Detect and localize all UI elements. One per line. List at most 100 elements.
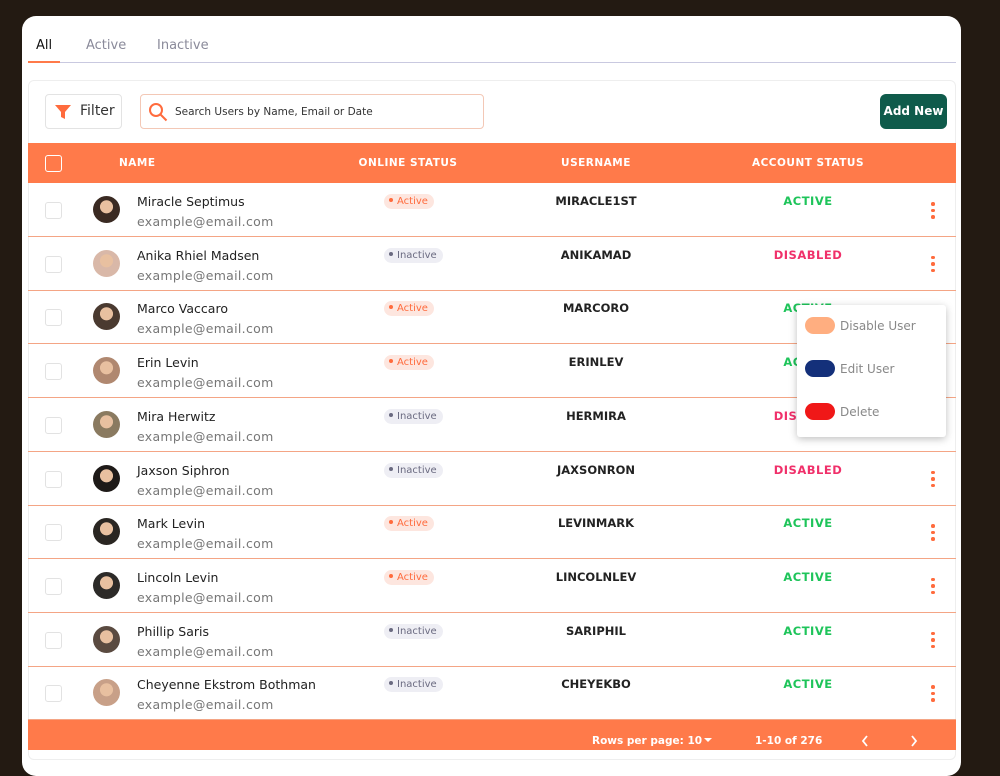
table-row: [28, 398, 956, 452]
online-status: Inactive: [384, 462, 443, 478]
online-status: Inactive: [384, 623, 443, 639]
row-actions[interactable]: [931, 524, 935, 544]
username: SARIPHIL: [566, 623, 626, 638]
dot: [931, 208, 935, 212]
dot: [931, 537, 935, 541]
row-checkbox[interactable]: [45, 255, 62, 273]
account-status: ACTIVE: [783, 569, 833, 584]
status-dot: [389, 359, 393, 364]
avatar: [93, 679, 120, 707]
row-checkbox[interactable]: [45, 309, 62, 327]
tab[interactable]: Active: [86, 38, 127, 53]
online-status: Active: [384, 355, 434, 371]
dot: [931, 584, 935, 588]
menu-item[interactable]: Disable User: [840, 319, 916, 333]
status-text: Active: [397, 303, 428, 315]
status-dot: [389, 627, 393, 632]
dot: [931, 483, 935, 487]
select-all-checkbox[interactable]: [45, 155, 62, 172]
avatar: [93, 410, 120, 438]
delete-icon: [805, 403, 835, 420]
page-range: 1-10 of 276: [755, 735, 823, 747]
user-email: example@email.com: [137, 536, 274, 552]
column-header: NAME: [119, 157, 156, 169]
dot: [931, 631, 935, 636]
status-dot: [389, 466, 393, 471]
dot: [931, 215, 935, 219]
table-footer: [28, 720, 956, 750]
menu-item[interactable]: Delete: [840, 405, 880, 419]
status-dot: [389, 681, 393, 686]
tab[interactable]: All: [36, 38, 53, 53]
user-name: Mark Levin: [137, 516, 206, 532]
online-status: Active: [384, 301, 434, 317]
online-status: Inactive: [384, 247, 443, 263]
column-header: USERNAME: [561, 157, 631, 169]
status-text: Active: [397, 357, 428, 369]
table-row: [28, 344, 956, 399]
status-dot: [389, 198, 393, 202]
avatar: [93, 357, 120, 385]
status-text: Inactive: [397, 679, 437, 691]
dot: [931, 477, 935, 481]
row-actions[interactable]: [931, 577, 935, 598]
row-actions[interactable]: [931, 255, 935, 276]
user-name: Miracle Septimus: [137, 194, 245, 209]
dot: [931, 691, 935, 696]
filter-label: Filter: [80, 103, 115, 119]
row-checkbox[interactable]: [45, 416, 62, 434]
menu-item[interactable]: Edit User: [840, 362, 895, 376]
username: MARCORO: [562, 301, 630, 316]
rows-per-page[interactable]: Rows per page: 10: [592, 735, 703, 747]
row-checkbox[interactable]: [45, 685, 62, 703]
user-email: example@email.com: [137, 214, 274, 229]
user-name: Cheyenne Ekstrom Bothman: [137, 677, 316, 693]
pager[interactable]: [860, 734, 920, 748]
column-header: ONLINE STATUS: [358, 157, 458, 169]
online-status: Active: [384, 194, 434, 209]
online-status: Inactive: [384, 408, 443, 424]
dot: [931, 268, 935, 273]
table-row: [28, 613, 956, 667]
username: LINCOLNLEV: [555, 569, 637, 584]
row-checkbox[interactable]: [45, 631, 62, 649]
app: All Active Inactive Filter Search Users …: [22, 16, 961, 776]
search-box[interactable]: Search Users by Name, Email or Date: [140, 94, 484, 129]
online-status: Inactive: [384, 677, 443, 693]
avatar: [93, 518, 120, 546]
tab[interactable]: Inactive: [157, 38, 209, 53]
row-checkbox[interactable]: [45, 363, 62, 381]
username: MIRACLE1ST: [555, 194, 637, 208]
dot: [931, 524, 935, 528]
account-status: ACTIVE: [783, 194, 833, 208]
table-row: [28, 559, 956, 613]
user-email: example@email.com: [137, 482, 274, 498]
user-name: Anika Rhiel Madsen: [137, 247, 260, 263]
avatar: [93, 571, 120, 599]
row-actions[interactable]: [931, 202, 935, 222]
row-actions[interactable]: [931, 470, 935, 491]
dot: [931, 644, 935, 649]
row-checkbox[interactable]: [45, 470, 62, 488]
table-row: [28, 183, 956, 237]
row-checkbox[interactable]: [45, 202, 62, 219]
disable-icon: [805, 317, 835, 334]
table-header: [28, 143, 956, 183]
add-new-button[interactable]: Add New: [880, 94, 947, 129]
filter-button[interactable]: Filter: [45, 94, 122, 129]
status-text: Inactive: [397, 625, 437, 637]
status-dot: [389, 412, 393, 417]
user-email: example@email.com: [137, 643, 274, 659]
row-actions[interactable]: [931, 631, 935, 652]
status-dot: [389, 573, 393, 578]
status-text: Inactive: [397, 464, 437, 476]
page: Users {"tabs": ["All", "Active", "Inacti…: [22, 16, 961, 776]
status-text: Active: [397, 518, 428, 530]
row-checkbox[interactable]: [45, 577, 62, 595]
user-name: Lincoln Levin: [137, 569, 219, 585]
row-actions[interactable]: [931, 685, 935, 705]
row-checkbox[interactable]: [45, 524, 62, 542]
dot: [931, 262, 935, 266]
online-status: Active: [384, 569, 434, 585]
avatar: [93, 464, 120, 492]
